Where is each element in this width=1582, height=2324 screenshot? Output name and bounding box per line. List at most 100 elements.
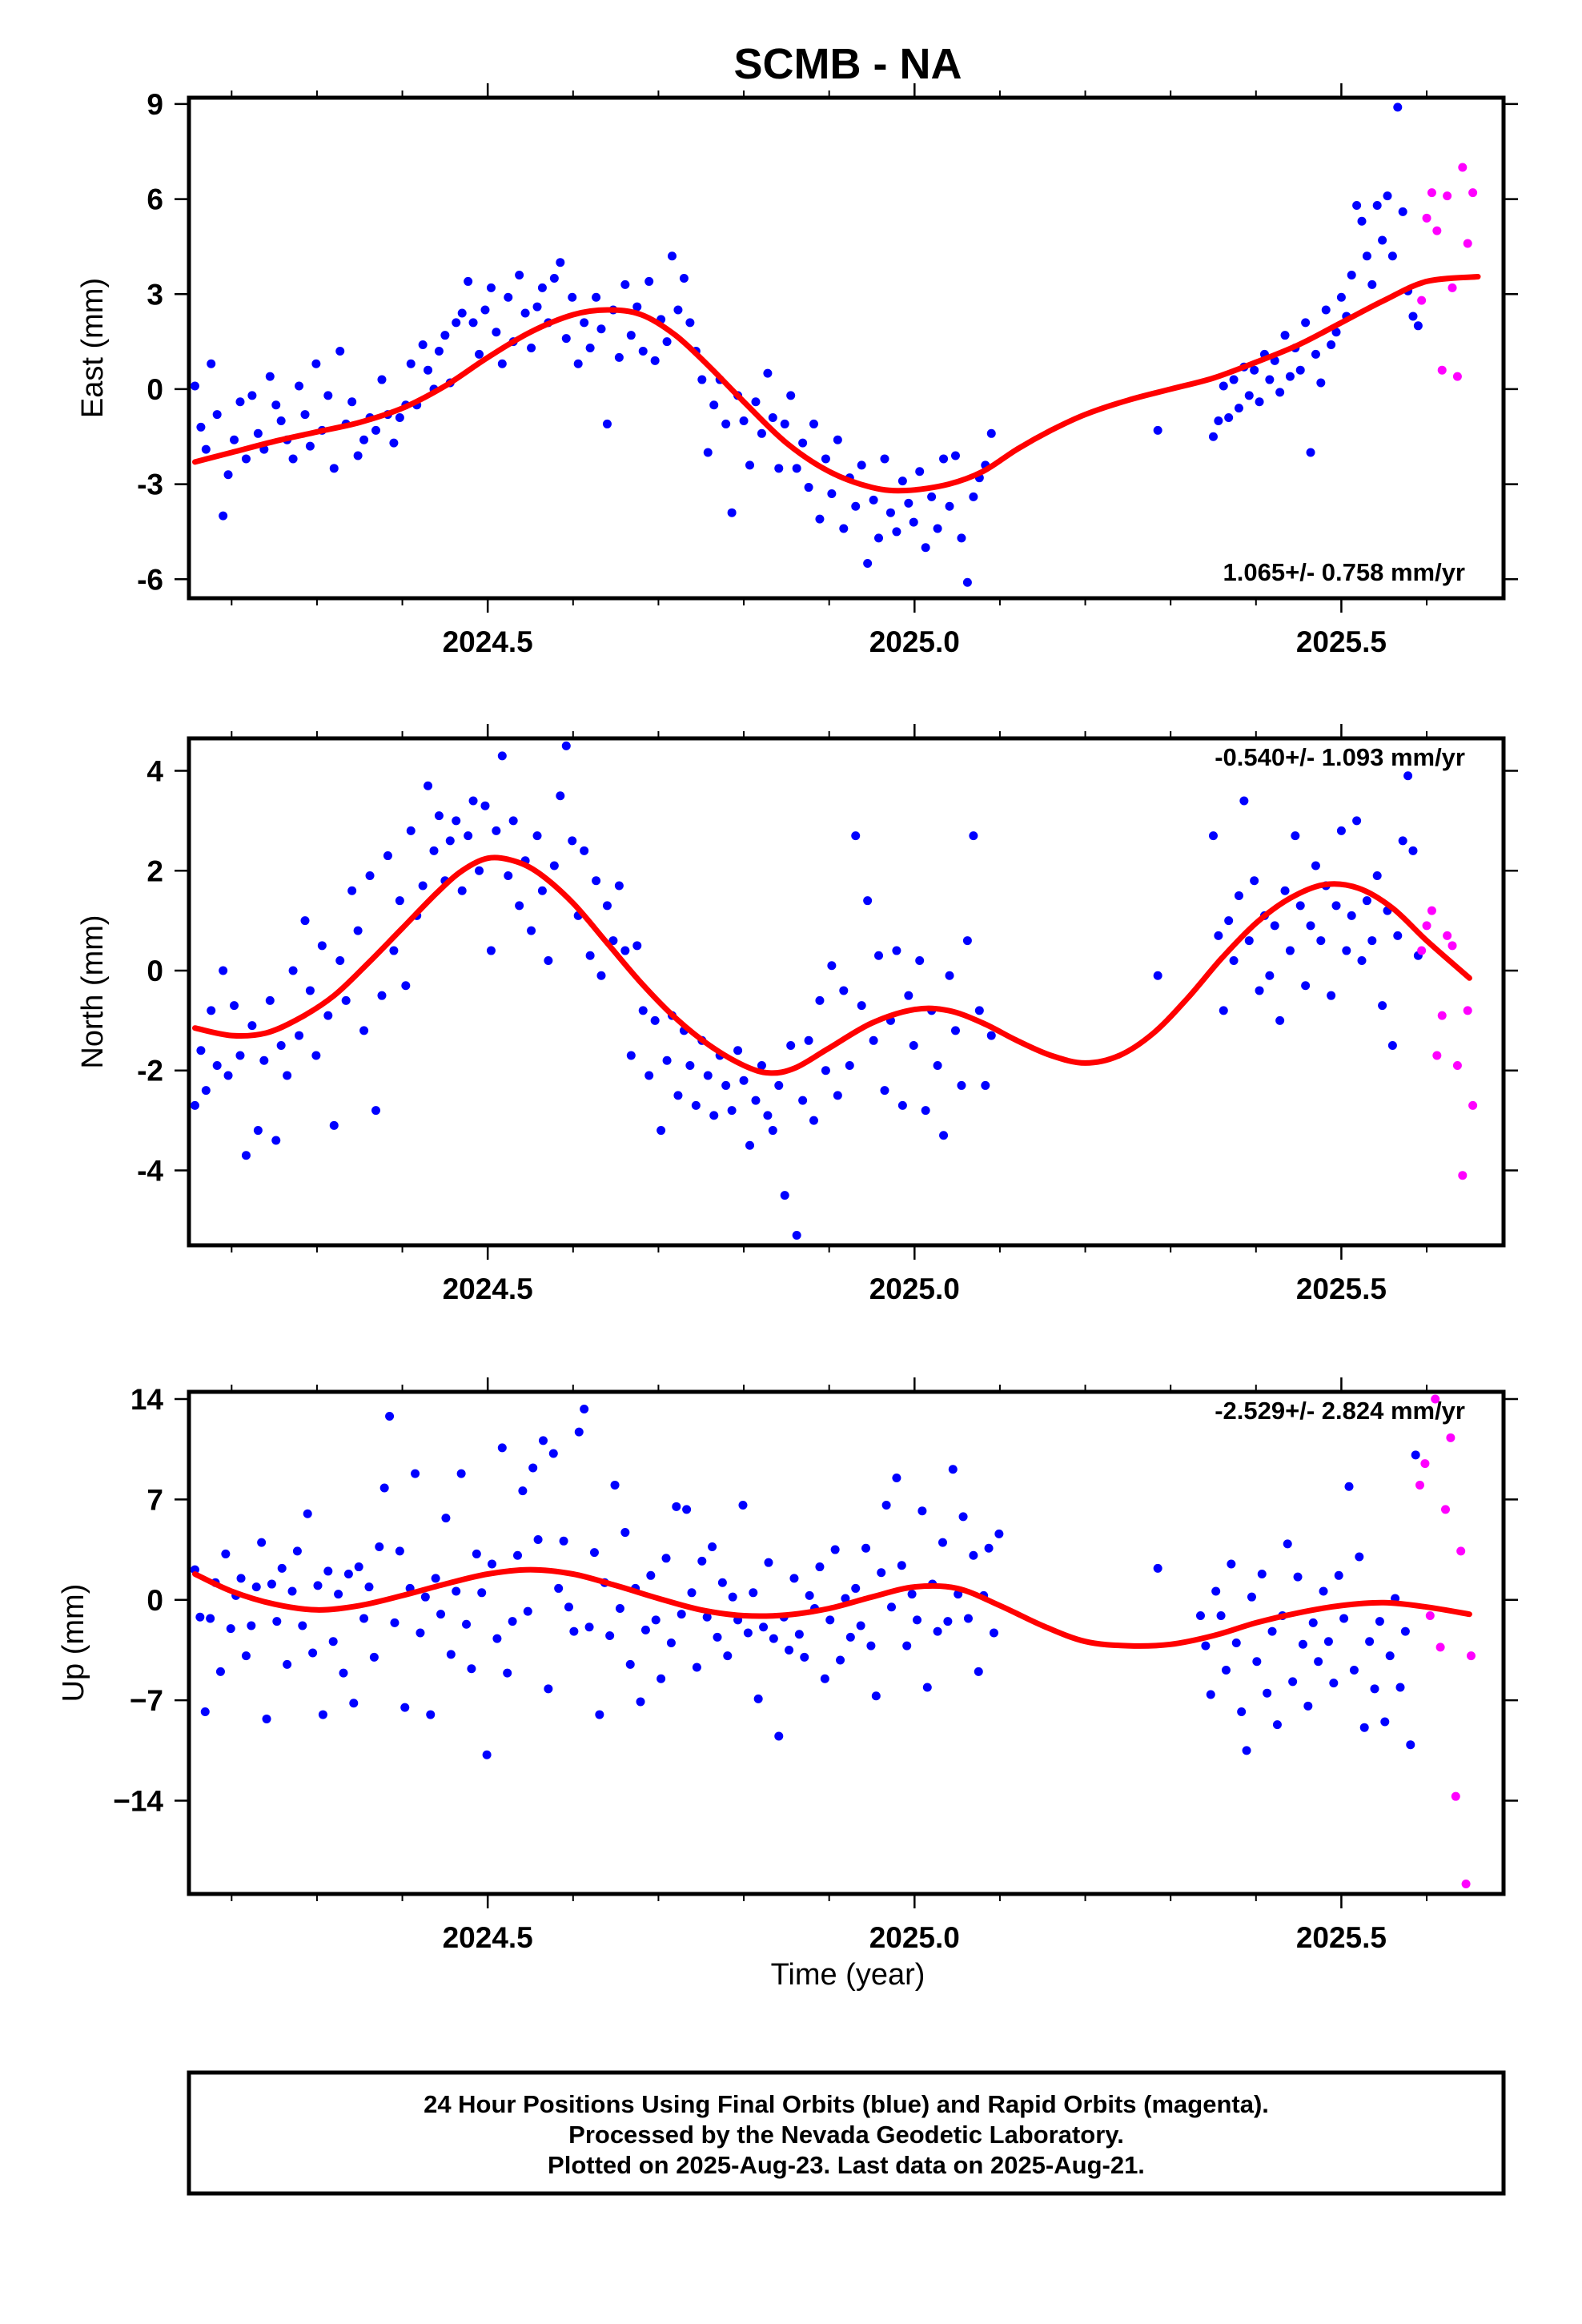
up-final-point [251, 1582, 261, 1592]
up-final-point [672, 1502, 681, 1511]
north-final-point [527, 926, 536, 935]
east-final-point [1265, 375, 1275, 384]
up-final-point [1201, 1641, 1211, 1651]
east-final-point [662, 337, 672, 347]
up-final-point [467, 1664, 476, 1674]
north-y-tick-label: -2 [137, 1055, 163, 1088]
north-rapid-point [1422, 921, 1431, 931]
east-final-point [751, 397, 761, 407]
up-rapid-point [1456, 1546, 1466, 1556]
up-final-point [1406, 1740, 1415, 1750]
east-final-point [353, 451, 363, 460]
north-final-point [921, 1106, 930, 1116]
north-final-point [323, 1011, 333, 1020]
north-final-point [1408, 846, 1418, 855]
up-final-point [584, 1622, 594, 1632]
north-x-tick-label: 2024.5 [443, 1273, 533, 1305]
east-final-point [969, 492, 978, 501]
up-final-point [881, 1501, 891, 1510]
north-final-point [869, 1035, 878, 1045]
east-final-point [573, 359, 583, 368]
east-final-point [685, 318, 695, 328]
east-final-point [792, 464, 801, 473]
east-final-point [1352, 200, 1362, 210]
footer-frame [187, 2070, 1506, 2196]
north-final-point [585, 951, 595, 960]
north-final-point [1372, 871, 1382, 881]
north-y-tick-label: 0 [147, 955, 163, 987]
up-final-point [1221, 1666, 1231, 1675]
east-x-tick-label: 2025.0 [869, 625, 960, 658]
east-final-point [295, 381, 304, 391]
north-rapid-point [1452, 1060, 1462, 1070]
up-y-tick-label: 14 [130, 1383, 164, 1416]
up-final-point [190, 1565, 199, 1574]
east-final-point [230, 435, 239, 444]
east-rapid-point [1432, 226, 1442, 235]
up-final-point [974, 1667, 983, 1676]
north-final-point [691, 1100, 701, 1110]
north-final-point [673, 1091, 683, 1100]
up-rapid-point [1431, 1394, 1440, 1404]
up-rapid-point [1446, 1433, 1456, 1442]
up-final-point [723, 1651, 733, 1661]
up-final-point [738, 1501, 748, 1510]
north-final-point [480, 801, 490, 810]
up-final-point [687, 1588, 697, 1598]
east-y-axis-label: East (mm) [76, 278, 110, 418]
east-y-tick-label: 3 [147, 278, 163, 311]
up-final-point [1323, 1637, 1333, 1647]
east-final-point [418, 340, 428, 350]
north-final-point [626, 1051, 636, 1060]
east-final-point [962, 577, 972, 587]
north-final-point [1331, 901, 1341, 911]
east-final-point [1224, 413, 1234, 423]
up-final-point [1314, 1657, 1323, 1667]
north-final-point [241, 1151, 251, 1160]
east-frame [187, 95, 1506, 601]
east-final-point [620, 279, 630, 289]
east-final-point [568, 292, 577, 302]
up-final-point [1267, 1626, 1277, 1636]
north-final-point [271, 1136, 281, 1145]
up-final-point [411, 1469, 420, 1478]
up-final-point [221, 1549, 231, 1558]
up-final-point [328, 1637, 338, 1647]
up-final-point [646, 1570, 656, 1580]
east-final-point [880, 454, 889, 464]
north-final-point [504, 871, 513, 881]
east-final-point [549, 273, 559, 283]
north-final-point [857, 1001, 866, 1011]
up-final-point [887, 1602, 897, 1612]
up-final-point [318, 1710, 327, 1719]
north-final-point [851, 831, 861, 841]
east-final-point [1383, 191, 1392, 201]
up-final-point [815, 1562, 825, 1572]
east-y-tick-label: 6 [147, 183, 163, 216]
up-final-point [431, 1574, 440, 1583]
up-final-point [513, 1550, 522, 1560]
north-final-point [276, 1041, 286, 1051]
up-final-point [743, 1628, 753, 1638]
up-final-point [200, 1707, 210, 1716]
east-final-point [1408, 312, 1418, 321]
north-final-point [445, 836, 455, 846]
north-final-point [662, 1055, 672, 1065]
up-final-point [984, 1543, 994, 1553]
north-y-tick-label: 2 [147, 854, 163, 887]
east-final-point [468, 318, 478, 328]
east-final-point [1413, 321, 1423, 331]
up-final-point [877, 1568, 886, 1578]
up-final-point [938, 1538, 947, 1547]
north-y-axis-label: North (mm) [76, 915, 110, 1068]
up-final-point [343, 1570, 353, 1579]
east-final-point [596, 324, 606, 334]
north-final-point [383, 851, 392, 861]
up-final-point [1293, 1572, 1303, 1582]
east-final-point [305, 441, 315, 451]
up-final-point [682, 1505, 692, 1514]
footer-line-2: Processed by the Nevada Geodetic Laborat… [568, 2121, 1124, 2149]
up-final-point [764, 1558, 773, 1567]
up-final-point [287, 1586, 297, 1596]
up-final-point [625, 1659, 635, 1669]
